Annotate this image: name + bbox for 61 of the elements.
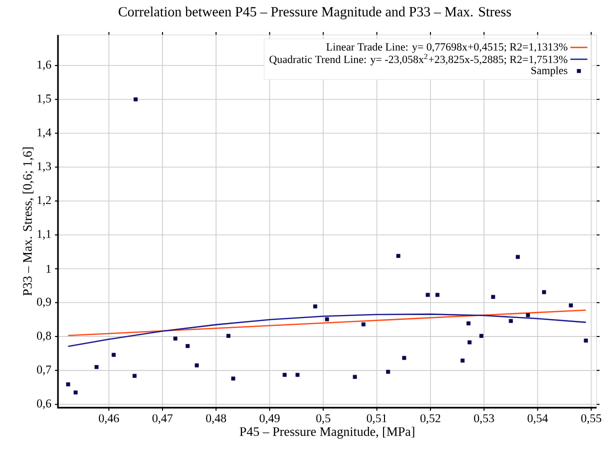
point [134,98,138,102]
x-tick-label: 0,54 [528,414,548,424]
point [402,356,406,360]
y-axis-title: P33 – Max. Stress, [0,6; 1,6] [22,148,34,296]
y-tick-label: 1,3 [38,162,51,172]
x-tick-label: 0,5 [316,414,330,424]
legend-label: Quadratic Trend Line: y= -23,058x$^{2}$+23,825x-5,2885; R2=1,7513% [270,54,568,66]
point [491,295,496,300]
point [194,364,199,368]
point [426,293,430,298]
point [112,353,116,357]
point [526,313,530,318]
point [231,376,236,381]
point [468,340,472,344]
legend-label: Linear Trade Line: y= 0,77698x+0,4515; R2=1,1313% [326,43,568,53]
point [361,322,366,326]
point [186,344,190,348]
point [66,382,70,386]
point [74,390,78,395]
legend-label: Samples [531,66,568,77]
point [94,365,99,370]
point [132,374,137,378]
y-tick-label: 0,6 [36,400,52,410]
x-tick-label: 0,55 [581,414,602,424]
point [460,358,465,363]
point [568,304,573,308]
x-tick-label: 0,51 [366,414,387,424]
x-tick-label: 0,49 [260,414,280,424]
point [466,322,470,326]
point [542,290,546,294]
y-tick-label: 1,5 [38,94,51,104]
x-tick-label: 0,53 [474,414,494,424]
point [479,334,484,338]
y-tick-label: 1,4 [38,128,52,138]
point [282,373,287,377]
point [584,338,588,343]
point [435,293,440,298]
y-tick-label: 0,8 [36,332,51,342]
x-tick-label: 0,48 [206,414,226,424]
x-tick-label: 0,46 [98,414,119,424]
x-tick-label: 0,52 [420,414,440,424]
point [325,317,329,322]
point [173,336,178,341]
y-tick-label: 0,9 [36,298,51,308]
chart-title: Correlation between P45 – Pressure Magnitude and P33 – Max. Stress [118,6,511,20]
y-tick-label: 1,2 [38,196,51,206]
point [396,254,400,258]
point [516,255,520,260]
point [508,319,513,324]
y-tick-label: 1,1 [38,230,51,240]
y-tick-label: 1 [46,264,51,273]
point [386,370,390,374]
y-tick-label: 1,6 [38,60,52,70]
line-series [68,314,587,348]
y-tick-label: 0,7 [36,366,52,376]
x-tick-label: 0,47 [152,414,173,424]
point [352,375,357,380]
point [226,334,230,338]
point [296,373,300,377]
x-axis-title: P45 – Pressure Magnitude, [MPa] [240,427,414,439]
point [313,304,318,309]
